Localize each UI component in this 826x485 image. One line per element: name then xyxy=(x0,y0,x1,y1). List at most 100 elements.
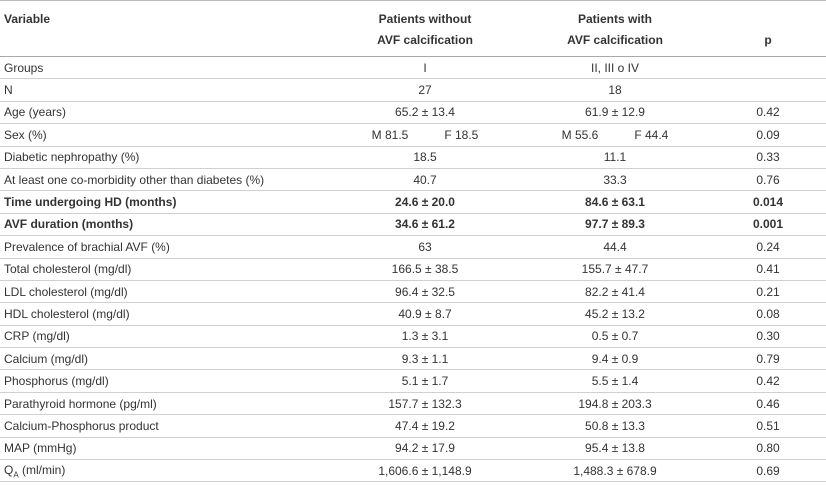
variable-cell: Phosphorus (mg/dl) xyxy=(0,374,330,388)
p-cell: 0.09 xyxy=(710,128,826,142)
p-cell-text: 0.42 xyxy=(756,105,780,120)
variable-cell-text: Diabetic nephropathy (%) xyxy=(4,150,140,165)
variable-cell: Groups xyxy=(0,61,330,75)
variable-cell-text: AVF duration (months) xyxy=(4,217,134,232)
value-cell-text: 65.2 ± 13.4 xyxy=(395,105,455,120)
value-cell-text: 9.4 ± 0.9 xyxy=(591,351,639,366)
table-row: Prevalence of brachial AVF (%) 63 44.4 0.24 xyxy=(0,236,826,259)
value-cell-text: 5.1 ± 1.7 xyxy=(401,374,449,389)
header-cell-part: Patients with xyxy=(577,12,652,26)
value-cell: 97.7 ± 89.3 xyxy=(520,217,710,231)
p-cell: 0.001 xyxy=(710,217,826,231)
value-cell-text: 18.5 xyxy=(413,150,437,165)
value-cell: II, III o IV xyxy=(520,61,710,75)
value-cell: 166.5 ± 38.5 xyxy=(330,262,520,276)
value-cell-text: 95.4 ± 13.8 xyxy=(585,441,645,456)
variable-cell: At least one co-morbidity other than dia… xyxy=(0,173,330,187)
variable-cell: Time undergoing HD (months) xyxy=(0,195,330,209)
p-cell: 0.42 xyxy=(710,374,826,388)
value-cell-text: 63 xyxy=(418,239,432,254)
p-cell: 0.79 xyxy=(710,352,826,366)
value-cell: M 55.6 F 44.4 xyxy=(520,128,710,142)
header-cell-text: p xyxy=(764,33,772,47)
p-cell: 0.51 xyxy=(710,419,826,433)
variable-cell: QA (ml/min) xyxy=(0,463,330,479)
value-cell: 24.6 ± 20.0 xyxy=(330,195,520,209)
unit: (ml/min) xyxy=(18,462,66,477)
variable-cell: HDL cholesterol (mg/dl) xyxy=(0,307,330,321)
value-cell-text: 47.4 ± 19.2 xyxy=(395,418,455,433)
value-cell: 33.3 xyxy=(520,173,710,187)
variable-cell: Calcium-Phosphorus product xyxy=(0,419,330,433)
value-cell-text: I xyxy=(423,60,427,75)
variable-cell: Calcium (mg/dl) xyxy=(0,352,330,366)
variable-cell: LDL cholesterol (mg/dl) xyxy=(0,285,330,299)
variable-cell-text: Calcium (mg/dl) xyxy=(4,351,89,366)
value-cell-text: 157.7 ± 132.3 xyxy=(388,396,462,411)
value-cell: 0.5 ± 0.7 xyxy=(520,329,710,343)
value-cell-text: 33.3 xyxy=(603,172,627,187)
p-cell: 0.014 xyxy=(710,195,826,209)
value-cell-part: M 81.5 xyxy=(371,127,409,142)
variable-cell-text: Prevalence of brachial AVF (%) xyxy=(4,239,170,254)
table-row: Parathyroid hormone (pg/ml) 157.7 ± 132.3… xyxy=(0,393,826,416)
value-cell: 84.6 ± 63.1 xyxy=(520,195,710,209)
value-cell-text: 194.8 ± 203.3 xyxy=(578,396,652,411)
value-cell: 1,606.6 ± 1,148.9 xyxy=(330,464,520,478)
variable-cell-text: Age (years) xyxy=(4,105,67,120)
variable-cell-text: Time undergoing HD (months) xyxy=(4,195,177,210)
value-cell: M 81.5 F 18.5 xyxy=(330,128,520,142)
p-cell-text: 0.09 xyxy=(756,127,780,142)
table-row: Total cholesterol (mg/dl) 166.5 ± 38.5 155… xyxy=(0,259,826,281)
variable-cell: N xyxy=(0,83,330,97)
value-cell-text: 1,606.6 ± 1,148.9 xyxy=(378,463,472,478)
p-cell-text: 0.001 xyxy=(752,217,784,232)
value-cell-text: 27 xyxy=(418,83,432,98)
variable-cell-text: N xyxy=(4,83,13,98)
value-cell-text: 11.1 xyxy=(603,150,627,165)
value-cell: 155.7 ± 47.7 xyxy=(520,262,710,276)
header-cell: Patients without AVF calcification xyxy=(330,1,520,51)
variable-cell-text: Sex (%) xyxy=(4,127,47,142)
table-row: HDL cholesterol (mg/dl) 40.9 ± 8.7 45.2 ± … xyxy=(0,303,826,326)
value-cell-text: 44.4 xyxy=(603,239,627,254)
value-cell: 96.4 ± 32.5 xyxy=(330,285,520,299)
p-cell-text: 0.21 xyxy=(756,284,780,299)
variable-cell-text: At least one co-morbidity other than dia… xyxy=(4,172,265,187)
value-cell-text: 84.6 ± 63.1 xyxy=(585,195,645,210)
p-cell-text: 0.76 xyxy=(756,172,780,187)
p-cell: 0.24 xyxy=(710,240,826,254)
value-cell: 45.2 ± 13.2 xyxy=(520,307,710,321)
value-cell-text: 97.7 ± 89.3 xyxy=(585,217,645,232)
table-row: QA (ml/min) 1,606.6 ± 1,148.9 1,488.3 ± 67… xyxy=(0,460,826,483)
variable-cell-text: LDL cholesterol (mg/dl) xyxy=(4,284,128,299)
variable-cell: Total cholesterol (mg/dl) xyxy=(0,262,330,276)
value-cell-text: 50.8 ± 13.3 xyxy=(585,418,645,433)
p-cell-text: 0.41 xyxy=(756,262,780,277)
table-row: Groups I II, III o IV xyxy=(0,57,826,80)
header-cell: Variable xyxy=(0,1,330,30)
value-cell: 94.2 ± 17.9 xyxy=(330,441,520,455)
p-cell: 0.41 xyxy=(710,262,826,276)
p-cell-text: 0.33 xyxy=(756,150,780,165)
variable-cell: Prevalence of brachial AVF (%) xyxy=(0,240,330,254)
table-row: Sex (%) M 81.5 F 18.5 M 55.6 F 44.4 0.09 xyxy=(0,124,826,147)
value-cell: 61.9 ± 12.9 xyxy=(520,105,710,119)
p-cell-text: 0.79 xyxy=(756,351,780,366)
variable-cell: Sex (%) xyxy=(0,128,330,142)
p-cell: 0.69 xyxy=(710,464,826,478)
value-cell: 44.4 xyxy=(520,240,710,254)
variable-cell-text: MAP (mmHg) xyxy=(4,441,77,456)
value-cell-part: F 44.4 xyxy=(634,127,669,142)
header-cell: p xyxy=(710,1,826,51)
value-cell: 27 xyxy=(330,83,520,97)
table-row: Phosphorus (mg/dl) 5.1 ± 1.7 5.5 ± 1.4 0.42 xyxy=(0,370,826,393)
p-cell: 0.76 xyxy=(710,173,826,187)
variable-cell-text: Calcium-Phosphorus product xyxy=(4,418,159,433)
value-cell: 82.2 ± 41.4 xyxy=(520,285,710,299)
value-cell-part: F 18.5 xyxy=(444,127,479,142)
value-cell-text: 82.2 ± 41.4 xyxy=(585,284,645,299)
value-cell-text: 5.5 ± 1.4 xyxy=(591,374,639,389)
table-row: MAP (mmHg) 94.2 ± 17.9 95.4 ± 13.8 0.80 xyxy=(0,438,826,461)
header-cell-part: AVF calcification xyxy=(567,33,663,47)
